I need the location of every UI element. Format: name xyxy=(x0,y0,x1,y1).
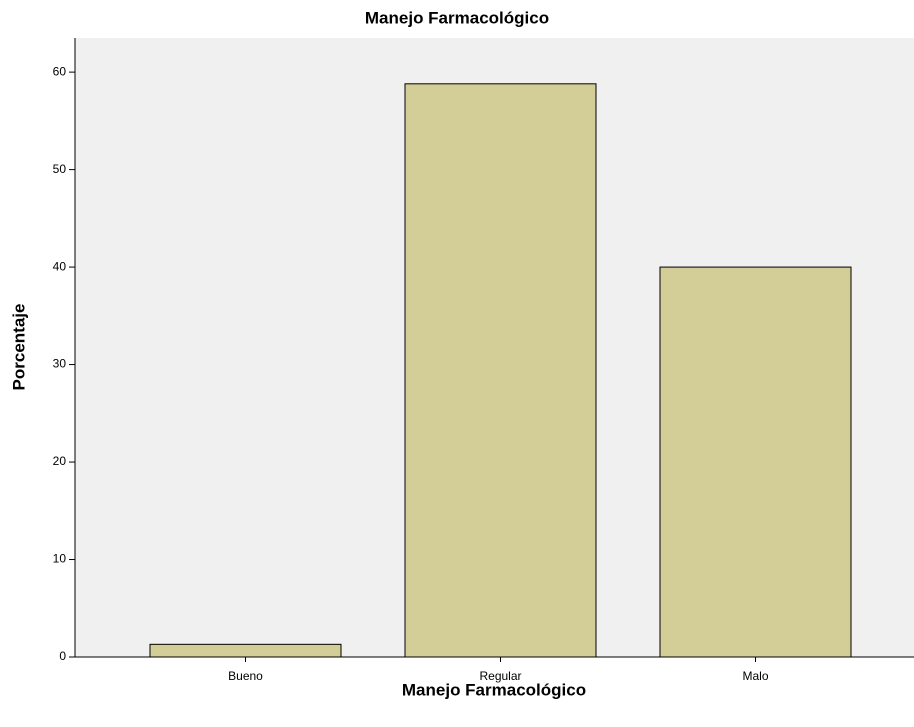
bar xyxy=(659,266,852,658)
y-axis-label: Porcentaje xyxy=(9,304,28,391)
y-tick-label: 60 xyxy=(53,64,67,78)
chart-title: Manejo Farmacológico xyxy=(365,8,549,27)
x-axis-label: Manejo Farmacológico xyxy=(402,680,586,699)
bar xyxy=(404,83,597,658)
y-tick-label: 30 xyxy=(53,357,67,371)
y-tick-label: 10 xyxy=(53,552,67,566)
y-tick-label: 50 xyxy=(53,162,67,176)
x-tick-label: Bueno xyxy=(228,669,263,683)
y-tick-label: 40 xyxy=(53,259,67,273)
x-tick-label: Malo xyxy=(742,669,768,683)
bar xyxy=(149,643,342,658)
y-tick-label: 0 xyxy=(59,649,66,663)
y-tick-label: 20 xyxy=(53,454,67,468)
x-tick-label: Regular xyxy=(479,669,521,683)
